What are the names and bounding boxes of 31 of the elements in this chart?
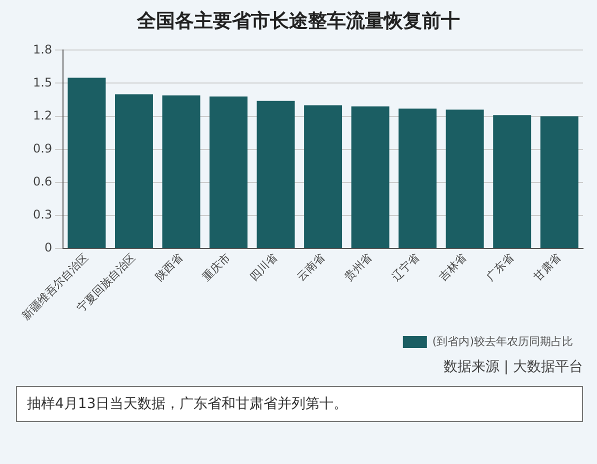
y-tick-label: 1.2	[32, 108, 52, 122]
bar	[304, 105, 342, 248]
y-tick-label: 0.6	[32, 174, 52, 188]
bar	[446, 110, 484, 248]
y-tick-label: 0.3	[32, 208, 52, 222]
bar	[162, 95, 200, 248]
source-note: 数据来源 | 大数据平台	[442, 358, 584, 377]
x-tick-label: 辽宁省	[389, 251, 422, 284]
x-tick-label: 广东省	[484, 251, 516, 284]
y-tick-label: 1.8	[32, 42, 52, 56]
x-tick-label: 贵州省	[342, 251, 374, 284]
bar	[114, 94, 153, 248]
x-tick-label: 云南省	[294, 251, 328, 284]
bar	[256, 100, 295, 248]
x-tick-label: 重庆市	[200, 251, 233, 284]
x-tick-label: 甘肃省	[530, 251, 564, 284]
bar	[493, 115, 532, 248]
x-tick-label: 四川省	[247, 251, 280, 284]
bar	[68, 78, 106, 248]
x-tick-label: 吉林省	[436, 251, 469, 284]
y-tick-label: 0	[44, 240, 52, 255]
bar	[398, 108, 437, 248]
legend-label: (到省内)较去年农历同期占比	[432, 334, 574, 348]
x-tick-label: 陕西省	[152, 251, 186, 284]
bar	[210, 96, 248, 248]
chart-title: 全国各主要省市长途整车流量恢复前十	[136, 9, 461, 34]
bar	[351, 106, 390, 248]
y-tick-label: 0.9	[32, 141, 52, 156]
y-tick-label: 1.5	[32, 75, 52, 90]
bar	[540, 116, 578, 248]
text: 抽样4月13日当天数据，广东省和甘肃省并列第十。	[16, 386, 583, 422]
